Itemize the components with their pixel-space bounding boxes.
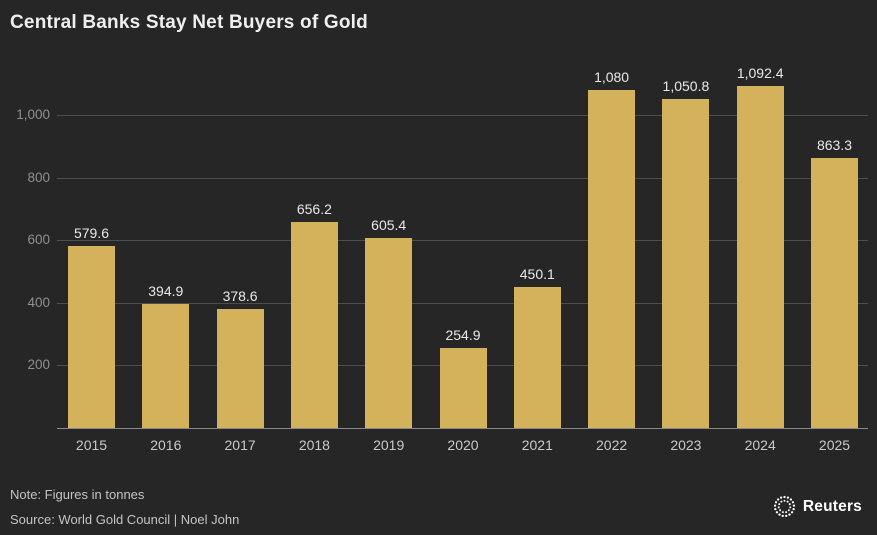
bar-2023 xyxy=(662,99,710,428)
x-axis-tick-label-2017: 2017 xyxy=(224,437,256,453)
bar-2016 xyxy=(142,304,190,428)
bar-2022 xyxy=(588,90,636,428)
x-axis-tick-label-2018: 2018 xyxy=(298,437,330,453)
y-axis-tick-label: 400 xyxy=(27,294,50,310)
value-label-2018: 656.2 xyxy=(296,201,332,218)
x-axis-tick-label-2024: 2024 xyxy=(744,437,776,453)
x-axis-tick-label-2016: 2016 xyxy=(150,437,182,453)
y-axis-tick-label: 1,000 xyxy=(16,107,50,122)
value-label-2017: 378.6 xyxy=(222,288,258,305)
gridline-y-1000 xyxy=(57,115,868,116)
value-label-2021: 450.1 xyxy=(519,265,555,282)
chart-note: Note: Figures in tonnes xyxy=(10,487,145,502)
gridline-y-400 xyxy=(57,302,868,304)
bar-2018 xyxy=(290,222,338,428)
y-axis-tick-label: 800 xyxy=(27,169,50,185)
bar-2015 xyxy=(68,246,115,428)
value-label-2024: 1,092.4 xyxy=(736,65,784,82)
bar-2019 xyxy=(365,238,413,428)
value-label-2015: 579.6 xyxy=(73,225,110,242)
bar-2020 xyxy=(439,347,487,428)
gridline-y-800 xyxy=(57,177,868,179)
value-label-2022: 1,080 xyxy=(594,69,630,85)
value-label-2020: 254.9 xyxy=(445,326,481,343)
chart-source: Source: World Gold Council | Noel John xyxy=(10,512,240,527)
bar-2024 xyxy=(736,86,784,428)
reuters-dotted-circle-icon xyxy=(773,495,795,517)
value-label-2019: 605.4 xyxy=(371,217,407,234)
x-axis-tick-label-2025: 2025 xyxy=(818,437,851,453)
x-axis-tick-label-2023: 2023 xyxy=(670,437,702,453)
reuters-logo: Reuters xyxy=(771,493,862,520)
bar-2021 xyxy=(513,286,561,428)
chart-title: Central Banks Stay Net Buyers of Gold xyxy=(10,12,368,33)
y-axis-tick-label: 200 xyxy=(27,357,50,372)
x-axis-tick-label-2022: 2022 xyxy=(596,437,628,453)
x-axis-tick-label-2020: 2020 xyxy=(447,437,479,453)
y-axis-tick-label: 600 xyxy=(27,232,50,247)
value-label-2025: 863.3 xyxy=(816,136,853,153)
reuters-logo-label: Reuters xyxy=(802,497,862,515)
x-axis-tick-label-2021: 2021 xyxy=(521,437,553,453)
value-label-2023: 1,050.8 xyxy=(662,78,710,95)
x-axis-baseline xyxy=(57,427,868,429)
value-label-2016: 394.9 xyxy=(148,283,184,300)
x-axis-tick-label-2019: 2019 xyxy=(373,437,405,453)
x-axis-tick-label-2015: 2015 xyxy=(75,437,108,453)
bar-2017 xyxy=(216,309,264,428)
gridline-y-600 xyxy=(57,240,868,241)
bar-2025 xyxy=(811,157,858,428)
